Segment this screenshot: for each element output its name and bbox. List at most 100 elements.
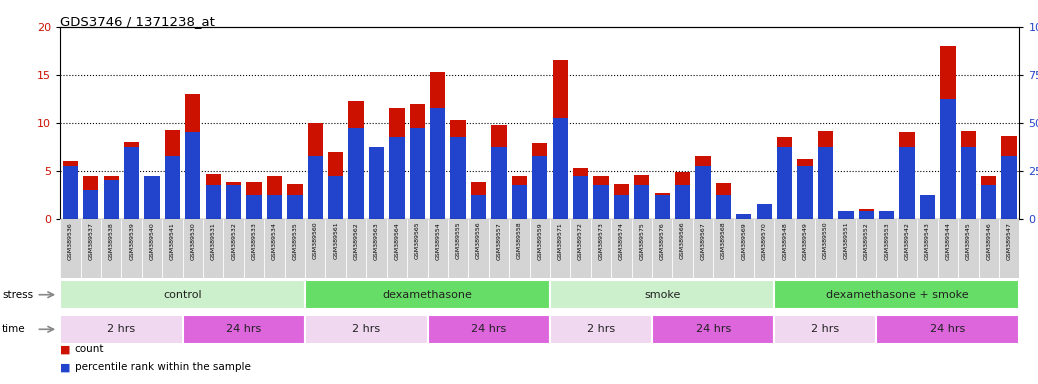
Bar [529, 219, 550, 278]
Bar [428, 219, 448, 278]
Bar [900, 147, 914, 219]
Bar [716, 184, 731, 219]
Bar [754, 219, 774, 278]
Bar [346, 219, 366, 278]
Bar [366, 219, 387, 278]
Bar [675, 185, 690, 219]
Bar [305, 314, 428, 344]
Text: smoke: smoke [644, 290, 680, 300]
Bar [510, 219, 529, 278]
Text: 24 hrs: 24 hrs [471, 324, 507, 334]
Bar [918, 219, 937, 278]
Bar [450, 120, 466, 219]
Bar [818, 131, 834, 219]
Bar [692, 219, 713, 278]
Bar [468, 219, 489, 278]
Text: GSM389558: GSM389558 [517, 222, 522, 260]
Bar [226, 185, 241, 219]
Text: GSM389560: GSM389560 [312, 222, 318, 260]
Text: GSM389551: GSM389551 [843, 222, 848, 260]
Bar [387, 219, 407, 278]
Text: GSM389530: GSM389530 [190, 222, 195, 260]
Bar [368, 147, 384, 219]
Bar [471, 195, 486, 219]
Bar [203, 219, 223, 278]
Bar [777, 147, 792, 219]
Bar [489, 219, 510, 278]
Bar [920, 198, 935, 219]
Bar [265, 219, 284, 278]
Bar [550, 219, 570, 278]
Bar [142, 219, 162, 278]
Bar [307, 123, 323, 219]
Bar [267, 195, 282, 219]
Bar [958, 219, 979, 278]
Bar [858, 209, 874, 219]
Bar [550, 280, 774, 310]
Bar [940, 46, 956, 219]
Text: GSM389550: GSM389550 [823, 222, 828, 260]
Bar [634, 175, 650, 219]
Text: GSM389546: GSM389546 [986, 222, 991, 260]
Bar [185, 94, 200, 219]
Text: GSM389539: GSM389539 [129, 222, 134, 260]
Text: time: time [2, 324, 26, 334]
Text: GSM389533: GSM389533 [251, 222, 256, 260]
Bar [284, 219, 305, 278]
Bar [185, 132, 200, 219]
Bar [491, 147, 507, 219]
Bar [81, 219, 101, 278]
Bar [83, 176, 99, 219]
Bar [774, 314, 876, 344]
Text: 2 hrs: 2 hrs [107, 324, 136, 334]
Bar [631, 219, 652, 278]
Text: GSM389538: GSM389538 [109, 222, 114, 260]
Bar [613, 195, 629, 219]
Bar [328, 176, 344, 219]
Text: 24 hrs: 24 hrs [930, 324, 965, 334]
Text: GSM389569: GSM389569 [741, 222, 746, 260]
Bar [244, 219, 265, 278]
Bar [594, 176, 608, 219]
Bar [795, 219, 815, 278]
Bar [206, 185, 221, 219]
Bar [797, 159, 813, 219]
Bar [246, 195, 262, 219]
Text: GSM389570: GSM389570 [762, 222, 767, 260]
Bar [124, 142, 139, 219]
Bar [734, 219, 754, 278]
Bar [675, 172, 690, 219]
Bar [920, 195, 935, 219]
Text: GSM389561: GSM389561 [333, 222, 338, 260]
Text: GSM389543: GSM389543 [925, 222, 930, 260]
Text: GSM389531: GSM389531 [211, 222, 216, 260]
Bar [856, 219, 876, 278]
Text: GSM389566: GSM389566 [680, 222, 685, 260]
Bar [60, 314, 183, 344]
Text: GSM389567: GSM389567 [701, 222, 706, 260]
Bar [839, 211, 853, 219]
Bar [552, 60, 568, 219]
Bar [448, 219, 468, 278]
Bar [774, 219, 795, 278]
Bar [183, 219, 203, 278]
Bar [368, 147, 384, 219]
Bar [532, 143, 547, 219]
Bar [206, 174, 221, 219]
Text: GSM389555: GSM389555 [456, 222, 461, 260]
Text: GSM389552: GSM389552 [864, 222, 869, 260]
Text: GDS3746 / 1371238_at: GDS3746 / 1371238_at [60, 15, 215, 28]
Text: ■: ■ [60, 362, 71, 372]
Bar [713, 219, 734, 278]
Bar [673, 219, 692, 278]
Bar [512, 185, 527, 219]
Bar [430, 72, 445, 219]
Text: GSM389541: GSM389541 [170, 222, 175, 260]
Bar [1002, 136, 1017, 219]
Text: GSM389571: GSM389571 [557, 222, 563, 260]
Bar [83, 190, 99, 219]
Bar [471, 182, 486, 219]
Bar [940, 99, 956, 219]
Bar [573, 176, 589, 219]
Text: GSM389554: GSM389554 [435, 222, 440, 260]
